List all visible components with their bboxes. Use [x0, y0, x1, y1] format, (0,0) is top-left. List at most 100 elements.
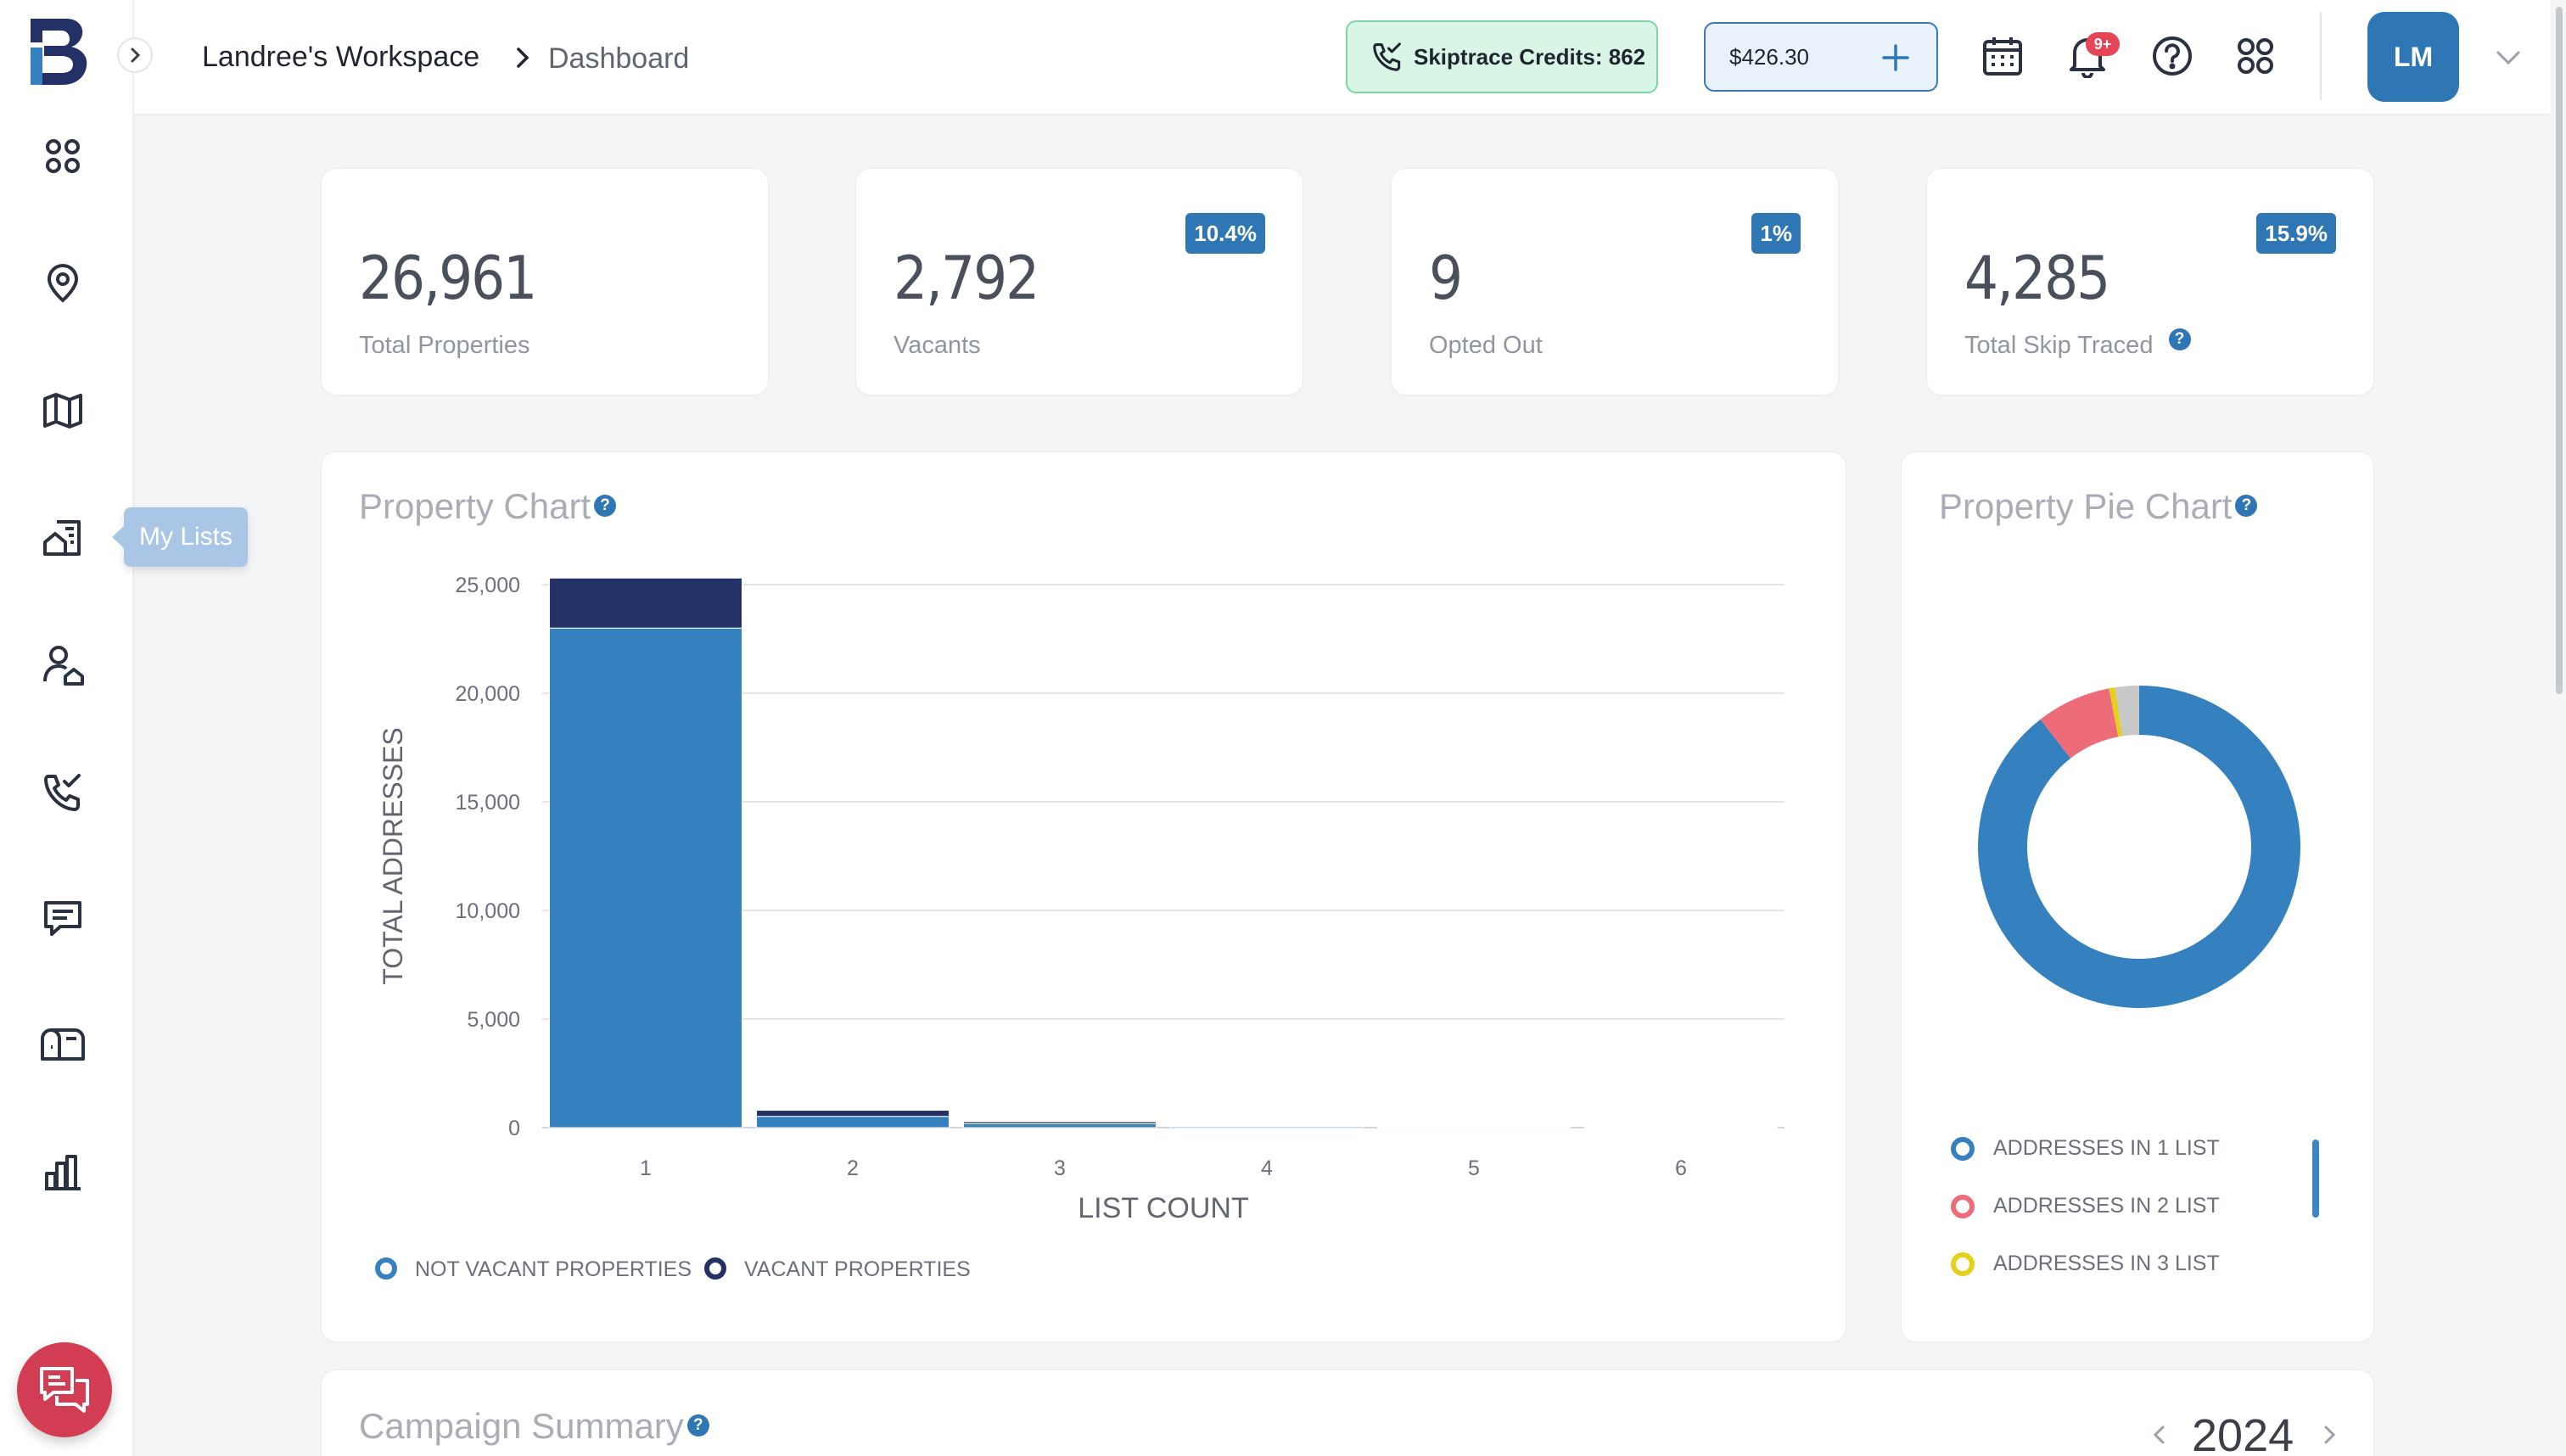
- bar-segment[interactable]: [756, 1110, 950, 1117]
- stat-card-vacants: 10.4% 2,792 Vacants: [855, 168, 1303, 395]
- sidebar-item-my-lists[interactable]: [37, 512, 88, 563]
- legend-label[interactable]: VACANT PROPERTIES: [744, 1257, 971, 1281]
- campaign-summary-title-text: Campaign Summary: [359, 1406, 684, 1446]
- logo[interactable]: [25, 17, 97, 88]
- skiptrace-credits-button[interactable]: Skiptrace Credits: 862: [1346, 20, 1658, 93]
- legend-marker[interactable]: [375, 1257, 397, 1280]
- x-tick-label: 6: [1675, 1156, 1687, 1180]
- legend-marker[interactable]: [704, 1257, 726, 1280]
- help-button[interactable]: [2145, 29, 2199, 83]
- wallet-balance[interactable]: $426.30: [1704, 22, 1938, 92]
- campaign-summary-card: Campaign Summary? 2024: [321, 1369, 2374, 1456]
- bar-segment[interactable]: [963, 1121, 1157, 1124]
- chat-icon: [40, 1367, 89, 1413]
- avatar[interactable]: LM: [2367, 12, 2459, 102]
- legend-marker: [1951, 1252, 1975, 1276]
- legend-label[interactable]: NOT VACANT PROPERTIES: [415, 1257, 692, 1281]
- campaign-summary-title: Campaign Summary?: [359, 1406, 709, 1447]
- help-icon[interactable]: ?: [594, 494, 617, 517]
- y-axis-label: TOTAL ADDRESSES: [378, 727, 408, 985]
- top-header: Landree's Workspace Dashboard Skiptrace …: [134, 0, 2566, 115]
- pie-slice[interactable]: [2040, 688, 2119, 759]
- chat-support-button[interactable]: [17, 1342, 112, 1437]
- stat-label: Opted Out: [1429, 332, 1543, 359]
- property-pie-chart-title: Property Pie Chart?: [1939, 486, 2258, 527]
- apps-button[interactable]: [2228, 29, 2283, 83]
- dashboard-grid-icon: [46, 139, 80, 173]
- sidebar-item-messages[interactable]: [37, 893, 88, 944]
- my-lists-icon: [43, 520, 81, 556]
- pie-slice[interactable]: [2109, 687, 2123, 737]
- pie-legend-item[interactable]: ADDRESSES IN 3 LIST: [1951, 1252, 2220, 1276]
- mailbox-icon: [41, 1028, 85, 1061]
- chevron-left-icon[interactable]: [2148, 1423, 2171, 1447]
- legend-marker: [1951, 1136, 1975, 1161]
- sidebar-item-map[interactable]: [37, 385, 88, 436]
- skiptrace-credits-label: Skiptrace Credits: 862: [1414, 43, 1646, 70]
- stat-label: Total Properties: [359, 332, 530, 359]
- calendar-button[interactable]: [1975, 29, 2030, 83]
- breadcrumb-workspace[interactable]: Landree's Workspace: [202, 41, 480, 73]
- sidebar-item-properties[interactable]: [37, 258, 88, 309]
- stat-label: Vacants: [894, 332, 981, 359]
- sidebar-item-dashboard[interactable]: [37, 131, 88, 182]
- sidebar-item-calls[interactable]: [37, 767, 88, 818]
- property-donut-chart: [1978, 686, 2300, 1008]
- x-axis-label: LIST COUNT: [1078, 1192, 1249, 1224]
- help-icon[interactable]: ?: [686, 1414, 709, 1436]
- chevron-right-icon: [131, 48, 141, 63]
- phone-check-icon: [1373, 42, 1401, 71]
- phone-check-icon: [44, 774, 81, 811]
- help-icon[interactable]: ?: [2235, 494, 2258, 517]
- x-tick-label: 4: [1261, 1156, 1273, 1180]
- apps-grid-icon: [2238, 38, 2273, 74]
- stat-badge: 10.4%: [1185, 213, 1265, 254]
- stat-badge: 1%: [1751, 213, 1801, 254]
- page-scrollbar-thumb[interactable]: [2556, 7, 2563, 694]
- x-tick-label: 5: [1468, 1156, 1480, 1180]
- stat-value: 2,792: [894, 244, 1039, 313]
- notifications-button[interactable]: 9+: [2060, 29, 2120, 83]
- sidebar-item-owners[interactable]: [37, 640, 88, 691]
- x-tick-label: 2: [847, 1156, 859, 1180]
- bar-segment[interactable]: [756, 1116, 950, 1128]
- plus-icon[interactable]: [1879, 41, 1913, 75]
- stat-card-skip-traced: 15.9% 4,285 Total Skip Traced ?: [1926, 168, 2374, 395]
- sidebar: [0, 0, 134, 1456]
- sidebar-item-reports[interactable]: [37, 1147, 88, 1198]
- stat-label: Total Skip Traced ?: [1964, 328, 2191, 360]
- stat-value: 4,285: [1964, 244, 2110, 313]
- pie-slice[interactable]: [2115, 686, 2139, 736]
- x-tick-label: 1: [640, 1156, 652, 1180]
- bar-segment[interactable]: [549, 627, 742, 1128]
- y-tick-label: 10,000: [456, 899, 520, 923]
- y-tick-label: 20,000: [456, 682, 520, 706]
- bar-segment[interactable]: [549, 577, 742, 629]
- legend-scrollbar[interactable]: [2312, 1140, 2319, 1218]
- pie-legend-item[interactable]: ADDRESSES IN 1 LIST: [1951, 1136, 2220, 1161]
- bar-chart-icon: [45, 1155, 81, 1190]
- sidebar-toggle-button[interactable]: [117, 37, 153, 73]
- legend-label: ADDRESSES IN 2 LIST: [1993, 1194, 2220, 1218]
- help-circle-icon: [2153, 36, 2192, 76]
- x-tick-label: 3: [1054, 1156, 1066, 1180]
- legend-label: ADDRESSES IN 3 LIST: [1993, 1252, 2220, 1275]
- bar-segment[interactable]: [963, 1123, 1157, 1128]
- chevron-right-icon[interactable]: [2317, 1423, 2341, 1447]
- bar-segment[interactable]: [1170, 1125, 1364, 1128]
- pie-slice[interactable]: [1978, 686, 2300, 1008]
- calendar-icon: [1983, 37, 2022, 76]
- bar-segment[interactable]: [1377, 1126, 1571, 1128]
- y-tick-label: 5,000: [467, 1008, 520, 1032]
- stat-label-text: Total Skip Traced: [1964, 332, 2154, 359]
- sidebar-item-mail[interactable]: [37, 1020, 88, 1071]
- stat-card-opted-out: 1% 9 Opted Out: [1391, 168, 1839, 395]
- property-bar-chart: 0 5,000 10,000 15,000 20,000 25,000 1 2 3 4 5 6 LIST…: [375, 574, 1784, 1281]
- legend-marker: [1951, 1194, 1975, 1218]
- pie-legend-item[interactable]: ADDRESSES IN 2 LIST: [1951, 1194, 2220, 1218]
- notification-badge: 9+: [2086, 32, 2120, 56]
- chevron-down-icon[interactable]: [2491, 41, 2525, 75]
- stat-card-total-properties: 26,961 Total Properties: [321, 168, 769, 395]
- help-icon[interactable]: ?: [2168, 328, 2191, 351]
